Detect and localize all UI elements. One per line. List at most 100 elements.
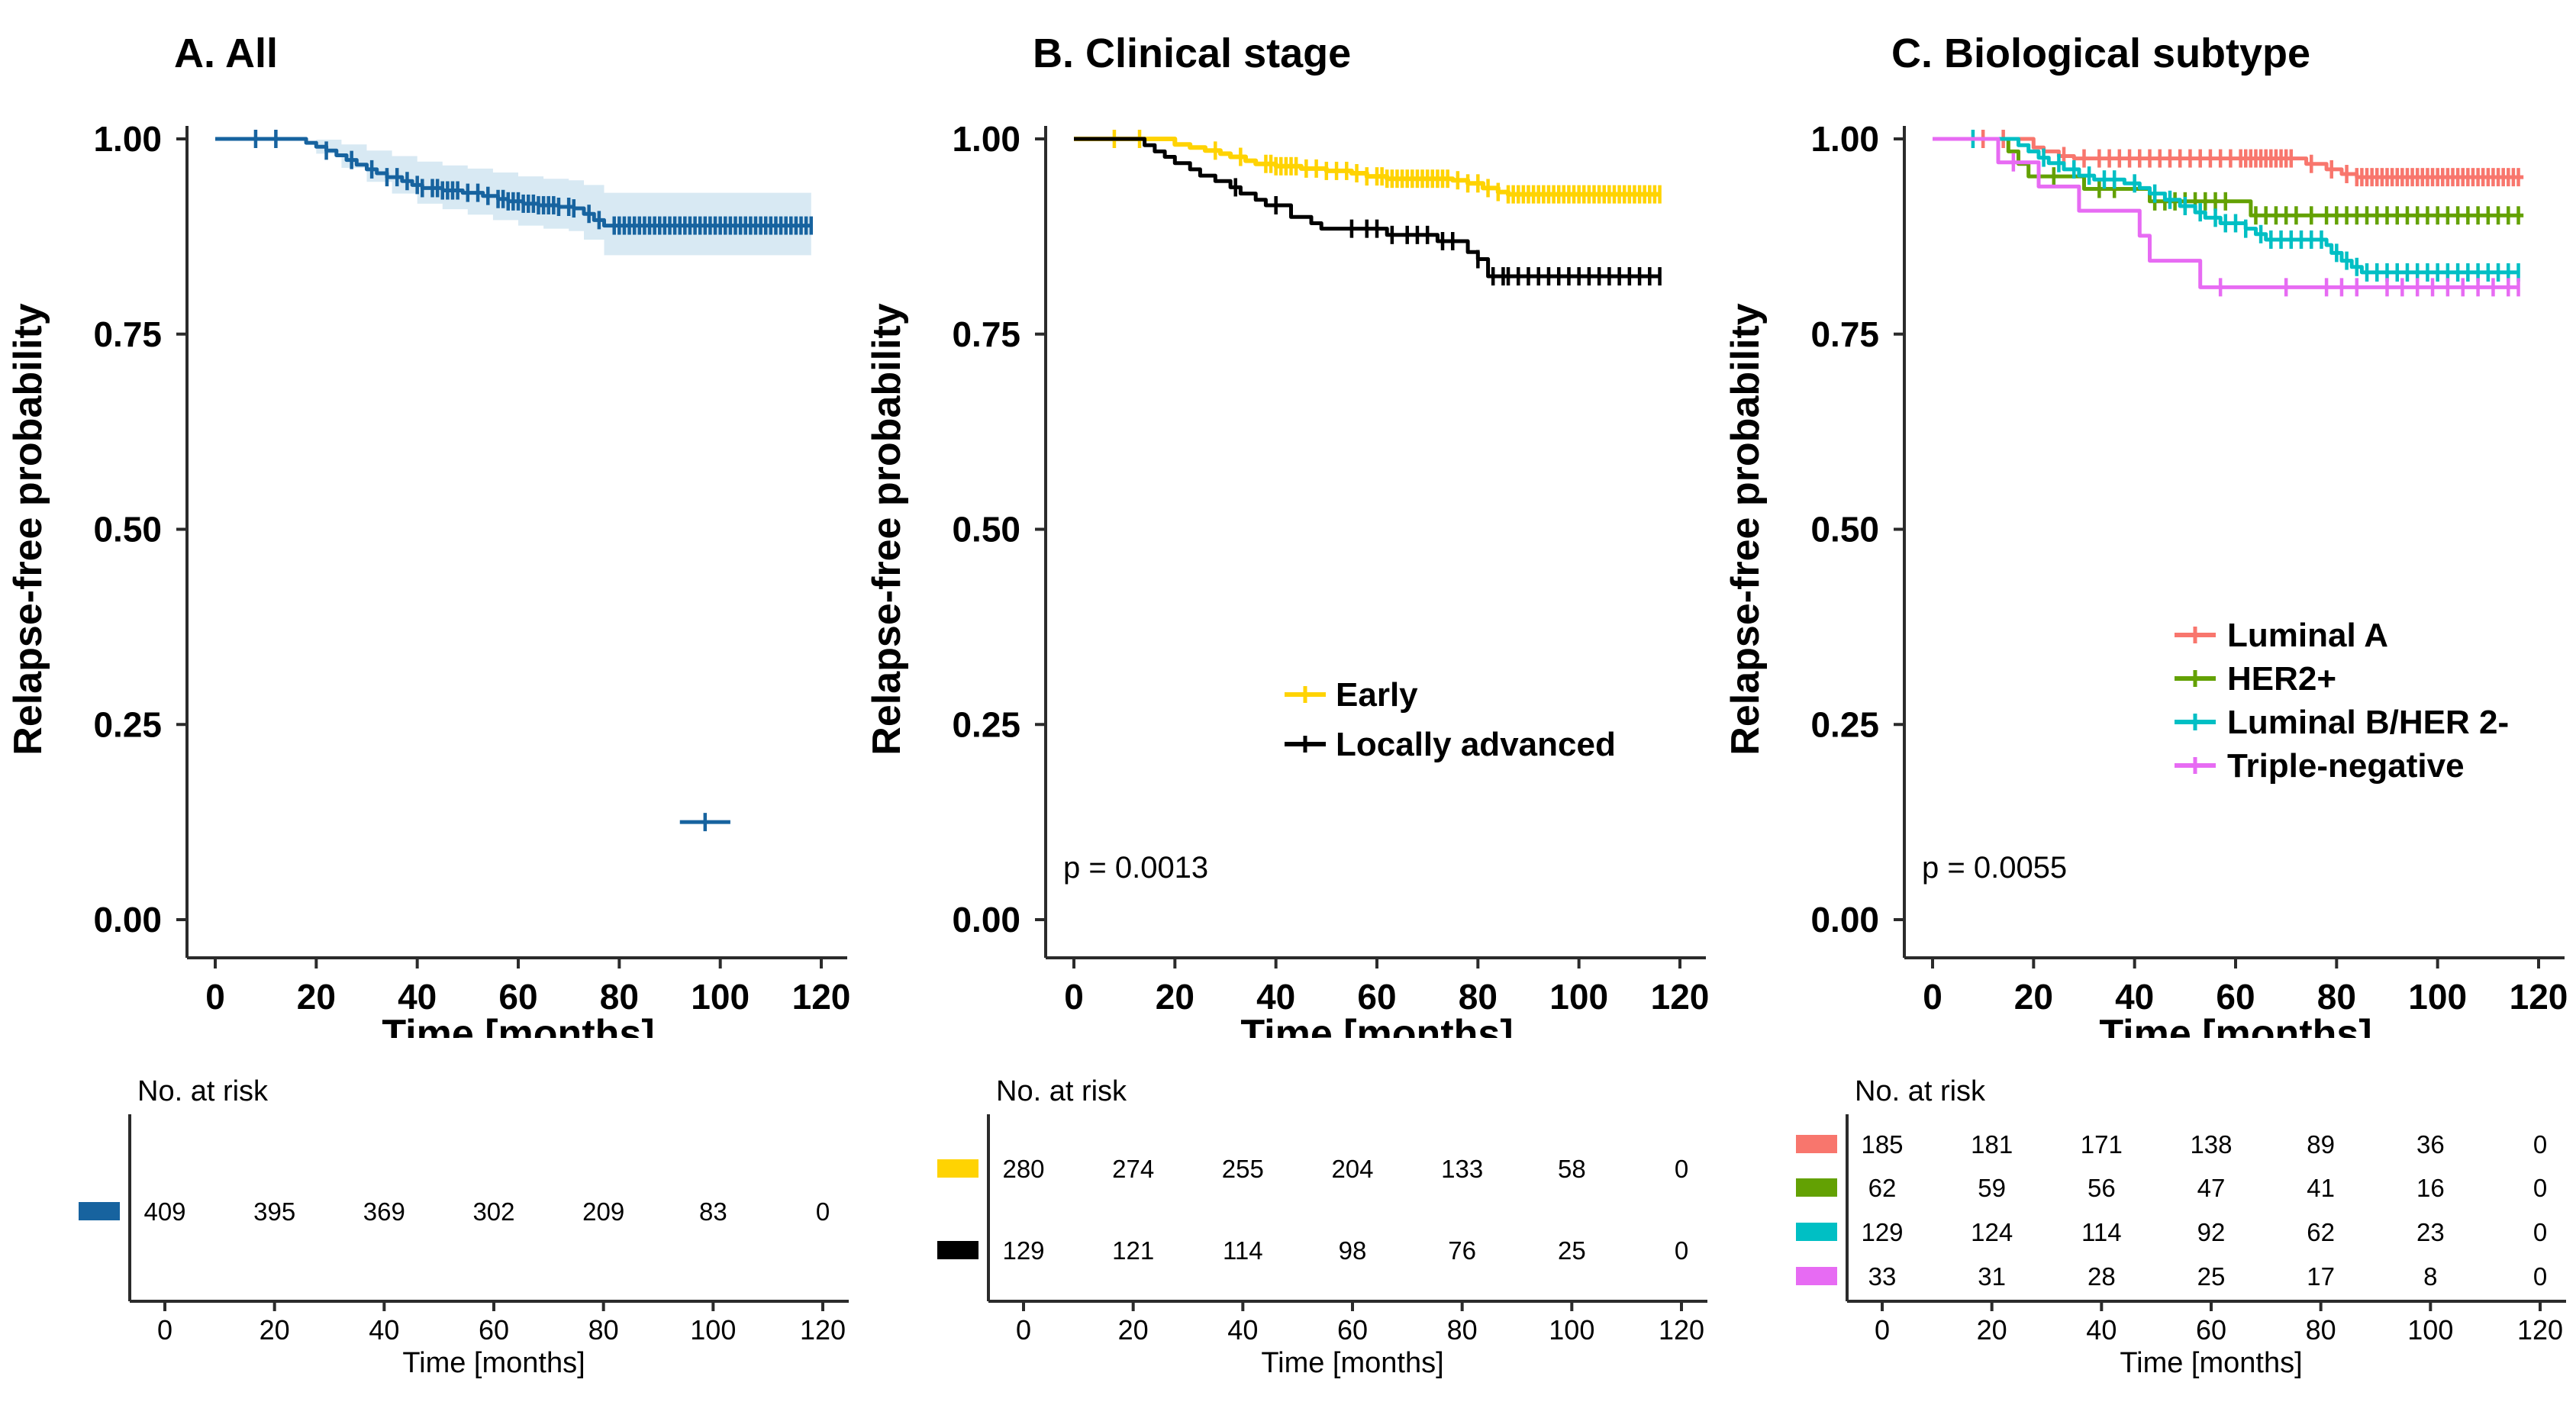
x-tick-label: 60 — [498, 977, 537, 1017]
y-tick-label: 0.50 — [93, 510, 162, 550]
risk-count: 129 — [1002, 1236, 1044, 1265]
y-tick-label: 0.00 — [1810, 900, 1879, 940]
y-axis-title: Relapse-free probability — [865, 303, 909, 755]
legend: Luminal A HER2+ Luminal B/HER 2- Triple-neg… — [2175, 617, 2509, 785]
legend-label: Early — [1336, 676, 1418, 714]
risk-count: 47 — [2197, 1174, 2226, 1202]
y-tick-label: 0.00 — [93, 900, 162, 940]
panel-c-column: C. Biological subtype Relapse-free probab… — [1717, 0, 2576, 1402]
y-axis-title: Relapse-free probability — [6, 303, 50, 755]
y-tick-label: 0.75 — [1810, 314, 1879, 354]
risk-count: 36 — [2416, 1130, 2445, 1159]
censor-marks — [2011, 153, 2520, 297]
km-curve-luminal-a — [1933, 137, 2524, 179]
risk-count: 62 — [2307, 1218, 2335, 1246]
risk-table-title: No. at risk — [996, 1075, 1127, 1107]
risk-table-content: No. at risk 0 20 40 60 80 100 120 Time [months] 4… — [79, 1075, 849, 1379]
x-tick-label: 60 — [2216, 977, 2255, 1017]
risk-row-swatch-luminal-a — [1796, 1135, 1837, 1153]
risk-count: 23 — [2416, 1218, 2445, 1246]
risk-count: 59 — [1978, 1174, 2006, 1202]
risk-count: 83 — [699, 1197, 727, 1226]
risk-x-axis-title: Time [months] — [2120, 1347, 2302, 1379]
risk-count: 0 — [2533, 1174, 2547, 1202]
risk-count: 76 — [1448, 1236, 1476, 1265]
y-tick-label: 0.25 — [93, 704, 162, 744]
risk-table-title: No. at risk — [1855, 1075, 1986, 1107]
x-tick-label: 0 — [205, 977, 225, 1017]
censor-marks — [1233, 178, 1662, 286]
panel-title: B. Clinical stage — [1033, 31, 1351, 76]
panel-title: A. All — [174, 31, 278, 76]
risk-count: 0 — [1675, 1236, 1688, 1265]
x-tick-label: 120 — [2510, 977, 2568, 1017]
risk-count: 8 — [2423, 1262, 2437, 1291]
risk-count: 209 — [582, 1197, 624, 1226]
x-tick-label: 0 — [1923, 977, 1942, 1017]
risk-x-axis-title: Time [months] — [1261, 1347, 1443, 1379]
risk-count: 171 — [2081, 1130, 2123, 1159]
censor-marks — [1981, 130, 2520, 187]
risk-x-tick-label: 60 — [2196, 1314, 2226, 1346]
x-tick-label: 100 — [1549, 977, 1608, 1017]
x-tick-label: 20 — [297, 977, 336, 1017]
risk-count: 204 — [1331, 1155, 1373, 1183]
x-tick-label: 20 — [2014, 977, 2053, 1017]
x-tick-label: 60 — [1357, 977, 1396, 1017]
y-tick-label: 0.25 — [1810, 704, 1879, 744]
risk-count: 280 — [1002, 1155, 1044, 1183]
risk-count: 41 — [2307, 1174, 2335, 1202]
risk-count: 17 — [2307, 1262, 2335, 1291]
risk-count: 255 — [1222, 1155, 1264, 1183]
x-tick-label: 0 — [1064, 977, 1084, 1017]
risk-x-tick-label: 40 — [2086, 1314, 2117, 1346]
risk-x-tick-label: 60 — [1337, 1314, 1368, 1346]
risk-x-tick-label: 60 — [479, 1314, 509, 1346]
x-axis-title: Time [months] — [2099, 1012, 2371, 1038]
risk-count: 274 — [1112, 1155, 1154, 1183]
risk-count: 395 — [253, 1197, 295, 1226]
risk-row-swatch-luminal-b-her-2- — [1796, 1223, 1837, 1241]
risk-count: 114 — [1223, 1236, 1263, 1265]
risk-count: 89 — [2307, 1130, 2335, 1159]
risk-x-tick-label: 100 — [690, 1314, 736, 1346]
y-tick-label: 0.50 — [952, 510, 1020, 550]
censor-marks — [1971, 130, 2520, 282]
risk-x-tick-label: 40 — [1227, 1314, 1258, 1346]
risk-count: 302 — [472, 1197, 514, 1226]
y-tick-label: 1.00 — [1810, 119, 1879, 159]
legend: Early Locally advanced — [1285, 676, 1616, 763]
risk-count: 124 — [1971, 1218, 2013, 1246]
risk-count: 58 — [1558, 1155, 1586, 1183]
risk-count: 114 — [2081, 1218, 2122, 1246]
panel-title: C. Biological subtype — [1891, 31, 2310, 76]
panel-b-survival-plot: B. Clinical stage Relapse-free probabilit… — [865, 31, 1709, 1038]
risk-count: 185 — [1861, 1130, 1903, 1159]
legend-label: Luminal B/HER 2- — [2227, 704, 2509, 741]
risk-x-tick-label: 100 — [1549, 1314, 1594, 1346]
y-tick-label: 0.00 — [952, 900, 1020, 940]
x-tick-label: 100 — [2408, 977, 2467, 1017]
km-curve-locally-advanced — [1074, 137, 1660, 279]
risk-count: 138 — [2190, 1130, 2232, 1159]
risk-count: 409 — [143, 1197, 185, 1226]
risk-count: 62 — [1868, 1174, 1897, 1202]
x-tick-label: 120 — [792, 977, 851, 1017]
risk-x-tick-label: 120 — [1659, 1314, 1704, 1346]
panel-a-survival-plot: A. All Relapse-free probability 1.00 0.75 0.… — [6, 31, 851, 1038]
risk-x-tick-label: 80 — [1447, 1314, 1478, 1346]
risk-count: 25 — [2197, 1262, 2226, 1291]
risk-x-tick-label: 80 — [588, 1314, 619, 1346]
x-tick-label: 80 — [600, 977, 639, 1017]
y-tick-label: 0.50 — [1810, 510, 1879, 550]
legend-label: Luminal A — [2227, 617, 2388, 654]
km-curve-triple-negative — [1933, 137, 2519, 289]
panel-b-column: B. Clinical stage Relapse-free probabilit… — [859, 0, 1717, 1402]
p-value-label: p = 0.0055 — [1922, 851, 2067, 885]
km-curve-early — [1074, 137, 1660, 197]
risk-count: 121 — [1112, 1236, 1154, 1265]
risk-x-tick-label: 100 — [2407, 1314, 2453, 1346]
